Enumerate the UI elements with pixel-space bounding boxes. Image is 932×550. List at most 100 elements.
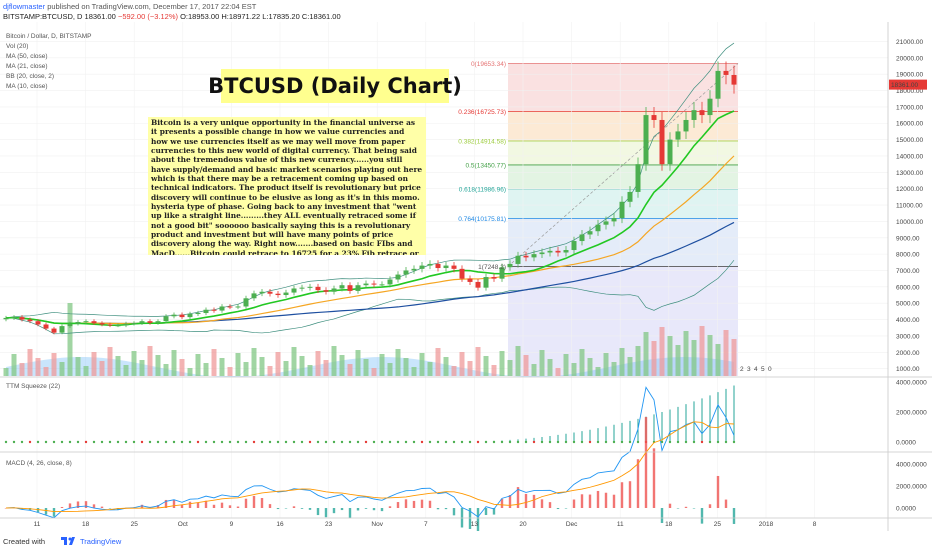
volume-bar (683, 331, 689, 376)
publish-line: djflowmaster published on TradingView.co… (3, 2, 256, 11)
macd-hist (676, 508, 680, 509)
volume-badge: 4 (754, 366, 758, 373)
volume-bar (235, 353, 241, 376)
ttm-pane: 4000.0000 2000.0000 0.0000 (4, 380, 927, 447)
time-tick: 7 (424, 521, 428, 528)
fib-zone (508, 218, 738, 267)
macd-hist (468, 508, 472, 529)
ttm-dot (452, 440, 456, 444)
volume-bar (115, 356, 121, 376)
author-link[interactable]: djflowmaster (3, 2, 46, 11)
volume-bar (75, 357, 81, 376)
macd-hist (604, 492, 608, 508)
volume-bar (251, 348, 257, 376)
candle (587, 231, 593, 235)
volume-bar (363, 359, 369, 376)
time-tick: 16 (276, 521, 284, 528)
candle (659, 119, 665, 165)
candle (203, 309, 209, 314)
price-tick: 14000.00 (896, 153, 923, 160)
candle (555, 250, 561, 253)
macd-hist (420, 499, 424, 508)
price-tick: 21000.00 (896, 39, 923, 46)
volume-bar (187, 368, 193, 376)
price-tick: 10000.00 (896, 219, 923, 226)
macd-hist (4, 508, 8, 509)
price-tick: 6000.00 (896, 284, 920, 291)
volume-bar (451, 366, 457, 376)
candle (723, 70, 729, 75)
volume-bar (227, 367, 233, 376)
time-tick: 18 (82, 521, 90, 528)
macd-tick: 2000.0000 (896, 484, 927, 491)
volume-bar (259, 357, 265, 376)
time-tick: 13 (471, 521, 479, 528)
volume-bar (11, 354, 17, 376)
candle (131, 323, 137, 325)
candle (67, 323, 73, 327)
fib-zone (508, 164, 738, 189)
candle (139, 321, 145, 324)
time-tick: 20 (519, 521, 527, 528)
symbol-ohlc: O:18953.00 H:18971.22 L:17835.20 C:18361… (180, 12, 341, 21)
candle (11, 317, 17, 319)
ttm-dot (52, 440, 56, 444)
created-with-text: Created with (3, 537, 46, 546)
candle (731, 74, 737, 85)
publish-header: djflowmaster published on TradingView.co… (0, 0, 932, 22)
price-tick: 4000.00 (896, 317, 920, 324)
ttm-dot (252, 440, 256, 444)
volume-bar (323, 360, 329, 376)
volume-bar (275, 352, 281, 376)
price-tick: 19000.00 (896, 72, 923, 79)
macd-hist (36, 508, 40, 513)
ttm-dot (228, 440, 232, 444)
symbol-last: 18361.00 (84, 12, 116, 21)
ttm-dot (420, 440, 424, 444)
candle (91, 321, 97, 324)
macd-hist (252, 495, 256, 508)
volume-bar (27, 349, 33, 376)
ttm-dot (500, 440, 504, 444)
volume-bar (595, 367, 601, 376)
macd-hist (292, 506, 296, 508)
time-tick: Dec (566, 521, 578, 528)
macd-hist (508, 495, 512, 508)
ttm-dot (372, 440, 376, 444)
volume-bar (715, 344, 721, 376)
ttm-dot (20, 440, 24, 444)
macd-hist (316, 508, 320, 516)
symbol-text: BITSTAMP:BTCUSD, D (3, 12, 83, 21)
volume-bar (427, 362, 433, 376)
candle (291, 288, 297, 293)
ttm-tick: 0.0000 (896, 440, 916, 447)
candle (683, 119, 689, 132)
macd-line (5, 386, 735, 519)
macd-hist (276, 508, 280, 510)
candle (507, 263, 513, 268)
macd-hist (372, 508, 376, 511)
candle (259, 291, 265, 294)
candle (251, 293, 257, 299)
last-price-tag: 18361.00 (889, 79, 927, 90)
candle (171, 314, 177, 317)
price-tick: 2000.00 (896, 350, 920, 357)
candle (643, 115, 649, 165)
fib-trend-line (507, 63, 739, 267)
tradingview-link[interactable]: TradingView (80, 537, 122, 546)
ttm-dot (292, 440, 296, 444)
candle (75, 322, 81, 324)
candle (403, 270, 409, 275)
volume-bar (307, 365, 313, 376)
candle (387, 279, 393, 285)
volume-badge: 5 (761, 366, 765, 373)
ttm-dot (4, 440, 8, 444)
price-tick: 20000.00 (896, 55, 923, 62)
volume-bar (619, 348, 625, 376)
ttm-dot (212, 440, 216, 444)
price-tick: 18000.00 (896, 88, 923, 95)
candle (651, 115, 657, 120)
volume-bar (355, 350, 361, 376)
